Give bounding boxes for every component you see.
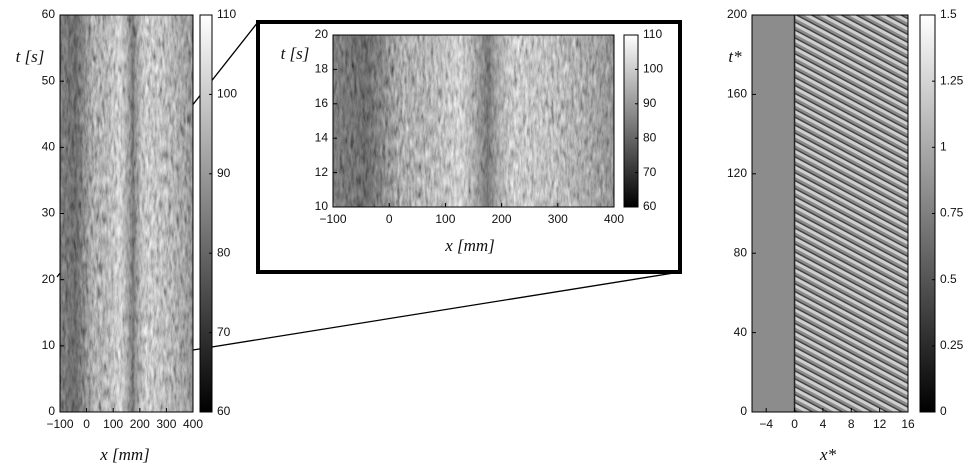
y-tick-label: 80 [734, 245, 748, 259]
x-tick-label: 200 [492, 212, 512, 226]
x-tick-label: 400 [604, 212, 624, 226]
x-tick-label: 0 [386, 212, 393, 226]
y-tick-label: 10 [315, 199, 329, 213]
colorbar [200, 15, 212, 412]
y-tick-label: 16 [315, 96, 329, 110]
y-tick-label: 10 [42, 338, 56, 352]
colorbar-tick-label: 0 [940, 404, 947, 418]
y-tick-label: 200 [727, 7, 747, 21]
y-tick-label: 20 [315, 27, 329, 41]
colorbar-tick-label: 100 [643, 62, 663, 76]
y-tick-label: 12 [315, 165, 329, 179]
colorbar-tick-label: 110 [643, 27, 662, 41]
colorbar-tick-label: 100 [217, 87, 237, 101]
y-tick-label: 18 [315, 62, 329, 76]
y-tick-label: 60 [42, 7, 56, 21]
colorbar-tick-label: 1 [940, 140, 947, 154]
x-axis-label: x [mm] [99, 445, 150, 464]
y-tick-label: 40 [42, 140, 56, 154]
heatmap-upstream [752, 15, 795, 412]
x-tick-label: −100 [319, 212, 346, 226]
y-tick-label: 20 [42, 272, 56, 286]
colorbar-tick-label: 80 [217, 245, 231, 259]
y-tick-label: 0 [740, 404, 747, 418]
y-tick-label: 120 [727, 166, 747, 180]
figure: −10001002003004000102030405060x [mm]t [s… [0, 0, 979, 467]
x-axis-label: x [mm] [444, 236, 495, 255]
colorbar-tick-label: 80 [643, 130, 657, 144]
colorbar-tick-label: 70 [217, 325, 231, 339]
x-tick-label: 100 [435, 212, 455, 226]
y-tick-label: 40 [734, 325, 748, 339]
x-tick-label: 300 [548, 212, 568, 226]
colorbar-tick-label: 0.25 [940, 338, 964, 352]
colorbar-tick-label: 110 [217, 7, 236, 21]
x-tick-label: 4 [820, 417, 827, 431]
x-tick-label: 400 [183, 417, 203, 431]
colorbar-tick-label: 90 [217, 166, 231, 180]
x-tick-label: 0 [83, 417, 90, 431]
y-axis-label: t [s] [281, 44, 310, 63]
zoom-line [193, 272, 680, 350]
x-tick-label: 100 [103, 417, 123, 431]
y-axis-label: t* [728, 47, 742, 66]
x-tick-label: 0 [791, 417, 798, 431]
y-tick-label: 0 [48, 404, 55, 418]
colorbar-tick-label: 1.5 [940, 7, 957, 21]
y-tick-label: 50 [42, 73, 56, 87]
y-tick-label: 14 [315, 130, 329, 144]
colorbar-tick-label: 70 [643, 165, 657, 179]
x-tick-label: −100 [46, 417, 73, 431]
colorbar-tick-label: 0.5 [940, 272, 957, 286]
heatmap-bands [60, 15, 193, 412]
x-tick-label: 12 [873, 417, 887, 431]
colorbar-tick-label: 0.75 [940, 206, 964, 220]
x-tick-label: −4 [759, 417, 773, 431]
y-tick-label: 160 [727, 87, 747, 101]
y-tick-label: 30 [42, 206, 56, 220]
x-tick-label: 8 [848, 417, 855, 431]
colorbar-tick-label: 90 [643, 96, 657, 110]
colorbar-tick-label: 60 [217, 404, 231, 418]
colorbar-tick-label: 1.25 [940, 73, 964, 87]
colorbar-tick-label: 60 [643, 199, 657, 213]
x-tick-label: 200 [130, 417, 150, 431]
heatmap-bands [333, 35, 614, 207]
x-axis-label: x* [819, 445, 837, 464]
x-tick-label: 16 [901, 417, 915, 431]
y-axis-label: t [s] [16, 47, 45, 66]
colorbar [624, 35, 638, 207]
x-tick-label: 300 [156, 417, 176, 431]
